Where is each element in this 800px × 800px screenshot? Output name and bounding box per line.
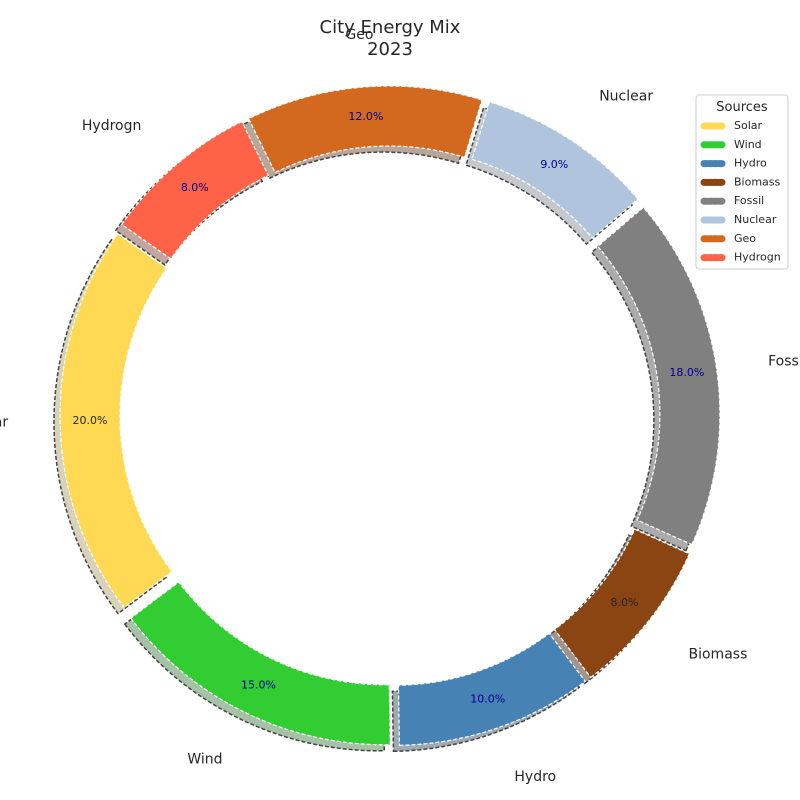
slice-label-wind: Wind xyxy=(187,751,222,767)
legend-label-solar: Solar xyxy=(734,119,763,132)
legend-label-wind: Wind xyxy=(734,138,762,151)
legend-label-hydro: Hydro xyxy=(734,157,767,170)
slice-labels: Solar 20.0% Wind 15.0% Hydro 10.0% Biomass 8.0%… xyxy=(0,27,800,785)
legend-item-nuclear: Nuclear xyxy=(700,213,777,226)
slice-label-hydro: Hydro xyxy=(514,769,556,785)
legend-item-hydro: Hydro xyxy=(700,157,767,170)
legend-label-fossil: Fossil xyxy=(734,194,764,207)
legend-item-geo: Geo xyxy=(700,232,756,245)
slice-biomass xyxy=(553,528,691,679)
slice-label-nuclear: Nuclear xyxy=(599,88,653,104)
chart-title-line-1: City Energy Mix xyxy=(320,17,461,38)
slice-label-solar: Solar xyxy=(0,415,8,431)
slice-pct-wind: 15.0% xyxy=(241,679,276,692)
legend-items: Solar Wind Hydro Biomass Fossil Nuclear Geo Hyd… xyxy=(700,119,781,264)
slice-geo xyxy=(247,85,483,174)
slice-label-geo: Geo xyxy=(345,27,373,43)
slice-pct-biomass: 8.0% xyxy=(611,596,639,609)
slice-hydrogn xyxy=(120,120,270,260)
slice-solar xyxy=(59,232,173,609)
slice-pct-hydro: 10.0% xyxy=(470,693,505,706)
slice-hydro xyxy=(397,632,587,746)
legend-frame xyxy=(695,94,789,270)
legend-item-fossil: Fossil xyxy=(700,194,764,207)
legend-label-hydrogn: Hydrogn xyxy=(734,251,781,264)
donut-slices xyxy=(59,85,721,746)
slice-wind xyxy=(129,581,391,746)
legend-item-wind: Wind xyxy=(700,138,762,151)
legend-title: Sources xyxy=(716,100,768,115)
chart-title-line-2: 2023 xyxy=(367,39,413,60)
slice-label-biomass: Biomass xyxy=(689,646,748,662)
slice-pct-solar: 20.0% xyxy=(73,414,108,427)
legend-item-hydrogn: Hydrogn xyxy=(700,251,781,264)
slice-fossil xyxy=(596,206,721,546)
slice-label-fossil: Fossil xyxy=(768,354,800,370)
legend-item-biomass: Biomass xyxy=(700,175,781,188)
legend-item-solar: Solar xyxy=(700,119,763,132)
legend-label-biomass: Biomass xyxy=(734,175,781,188)
slice-label-hydrogn: Hydrogn xyxy=(82,118,141,134)
slice-nuclear xyxy=(471,101,639,239)
legend-label-geo: Geo xyxy=(734,232,756,245)
slice-pct-fossil: 18.0% xyxy=(669,366,704,379)
slice-pct-nuclear: 9.0% xyxy=(540,158,568,171)
slice-pct-hydrogn: 8.0% xyxy=(181,181,209,194)
slice-pct-geo: 12.0% xyxy=(348,110,383,123)
legend: Sources Solar Wind Hydro Biomass Fossil Nucle… xyxy=(695,94,789,270)
legend-label-nuclear: Nuclear xyxy=(734,213,777,226)
